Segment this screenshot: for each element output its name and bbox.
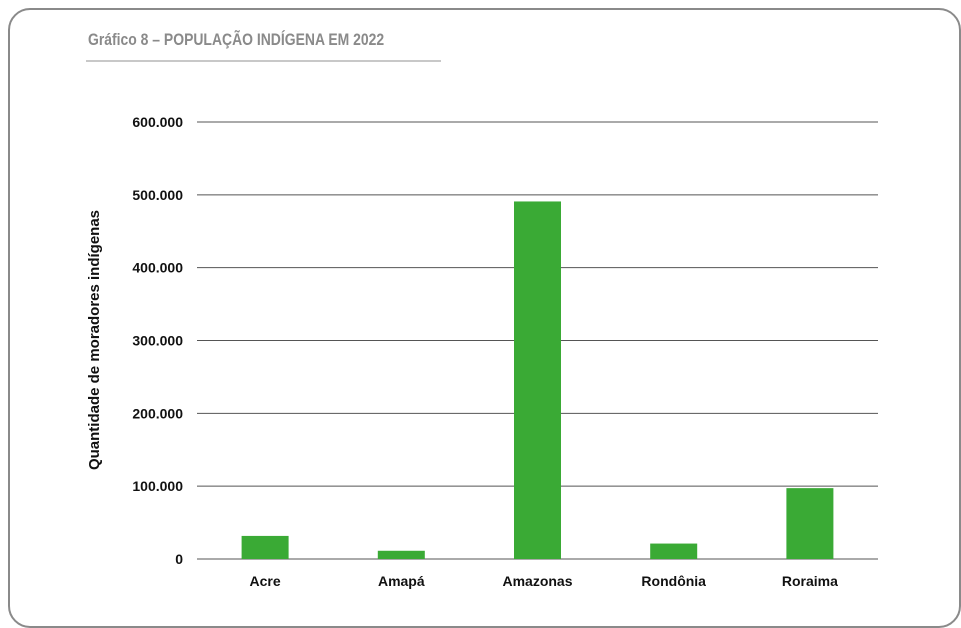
y-tick-label: 500.000 xyxy=(132,187,183,203)
bars xyxy=(241,201,834,559)
bar-amazonas xyxy=(514,201,561,559)
bar-chart: 0 100.000 200.000 300.000 400.000 500.000 600.… xyxy=(86,114,878,589)
y-axis-label: Quantidade de moradores indígenas xyxy=(86,210,103,470)
bar-roraima xyxy=(786,488,834,559)
y-tick-label: 0 xyxy=(175,551,183,567)
x-tick-label: Acre xyxy=(250,573,281,589)
bar-acre xyxy=(241,535,289,559)
y-tick-labels: 0 100.000 200.000 300.000 400.000 500.000 600.… xyxy=(132,114,183,567)
y-tick-label: 300.000 xyxy=(132,333,183,349)
y-tick-label: 200.000 xyxy=(132,405,183,421)
y-tick-label: 400.000 xyxy=(132,260,183,276)
title-underline xyxy=(86,60,441,62)
x-tick-label: Rondônia xyxy=(641,573,706,589)
bar-rondônia xyxy=(650,543,698,559)
y-tick-label: 100.000 xyxy=(132,478,183,494)
x-tick-label: Amazonas xyxy=(502,573,572,589)
x-tick-label: Roraima xyxy=(782,573,838,589)
y-tick-label: 600.000 xyxy=(132,114,183,130)
chart-title: Gráfico 8 – POPULAÇÃO INDÍGENA EM 2022 xyxy=(88,30,385,49)
bar-amapá xyxy=(377,550,425,559)
x-tick-label: Amapá xyxy=(378,573,425,589)
x-tick-labels: Acre Amapá Amazonas Rondônia Roraima xyxy=(250,573,839,589)
